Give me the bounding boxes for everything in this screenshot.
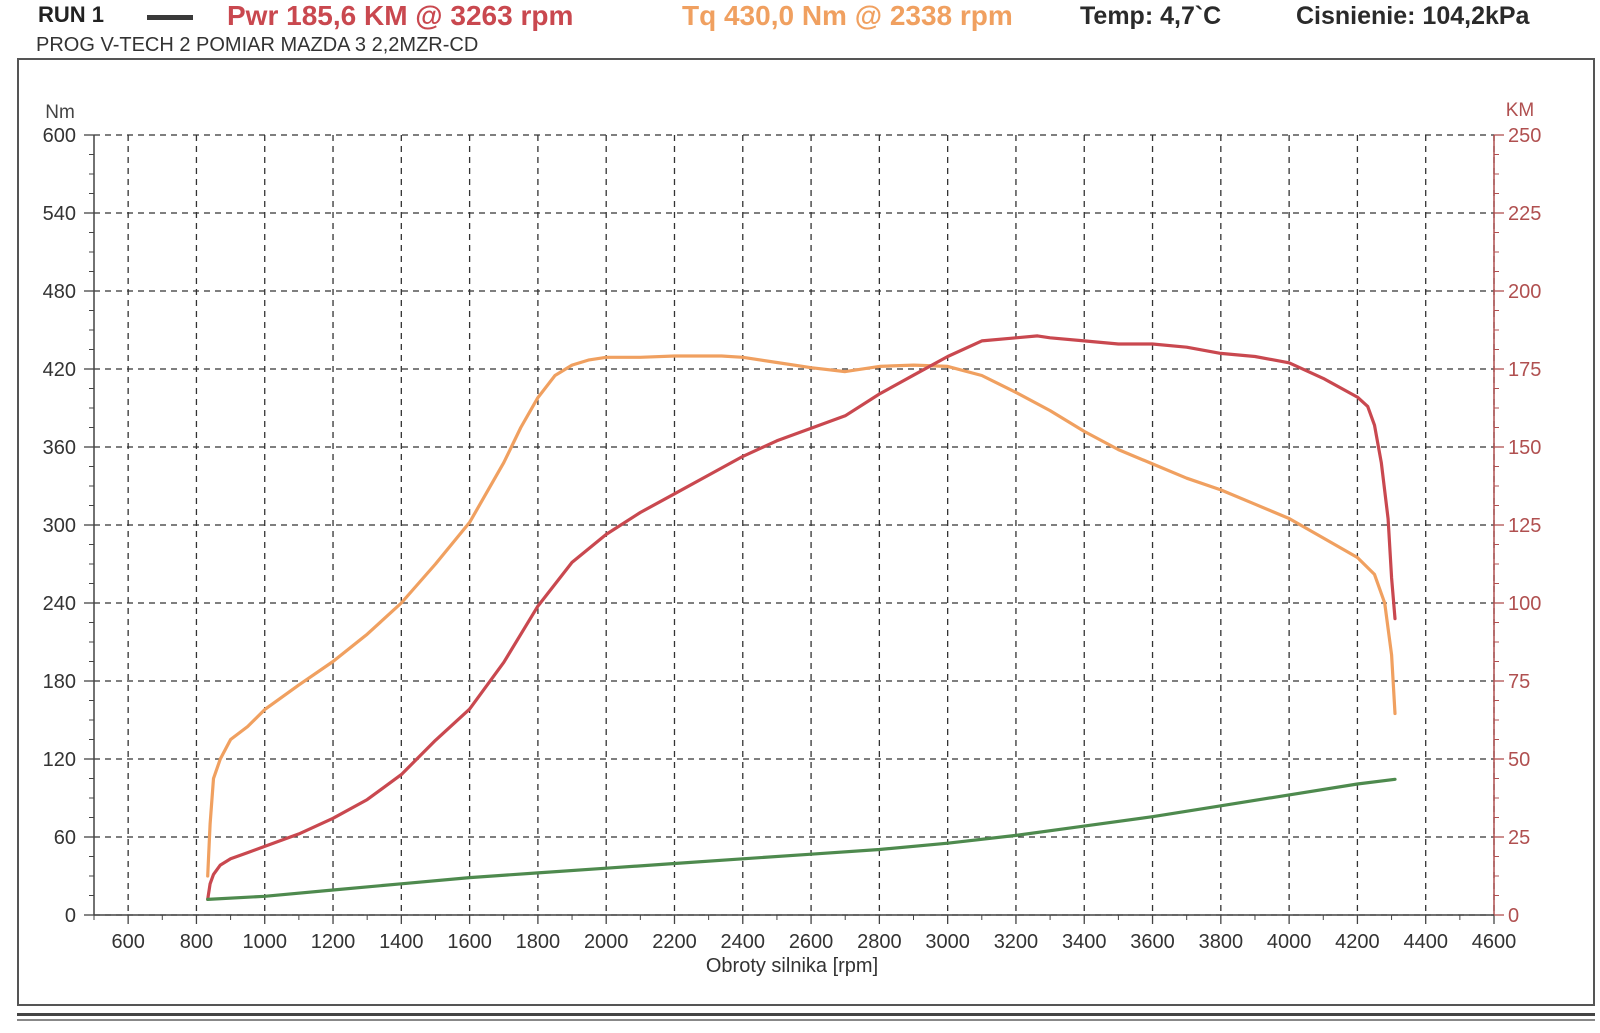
y-right-tick-label-25: 25 <box>1508 827 1530 849</box>
x-tick-label-2600: 2600 <box>789 931 834 953</box>
pressure-readout: Cisnienie: 104,2kPa <box>1296 2 1530 30</box>
x-axis-label: Obroty silnika [rpm] <box>706 955 878 977</box>
y-axis-left-label: Nm <box>45 102 75 123</box>
y-left-tick-label-420: 420 <box>43 359 76 381</box>
y-right-tick-label-175: 175 <box>1508 359 1541 381</box>
x-tick-label-4000: 4000 <box>1267 931 1312 953</box>
x-tick-label-4200: 4200 <box>1335 931 1380 953</box>
run-label: RUN 1 <box>38 2 105 27</box>
torque-summary: Tq 430,0 Nm @ 2338 rpm <box>682 0 1013 31</box>
grid <box>94 134 1495 916</box>
series-line-pwr <box>206 334 1397 902</box>
y-right-tick-label-200: 200 <box>1508 281 1541 303</box>
temperature-readout: Temp: 4,7`C <box>1080 2 1222 30</box>
axes: 600 800 1000 1200 1400 1600 1800 2000 2200 2400 26… <box>43 125 1542 953</box>
y-left-tick-label-600: 600 <box>43 125 76 147</box>
x-tick-label-600: 600 <box>111 931 144 953</box>
y-right-tick-label-0: 0 <box>1508 905 1519 927</box>
x-tick-label-1200: 1200 <box>311 931 356 953</box>
y-right-tick-label-150: 150 <box>1508 437 1541 459</box>
y-right-tick-label-250: 250 <box>1508 125 1541 147</box>
x-tick-label-2000: 2000 <box>584 931 629 953</box>
y-left-tick-label-120: 120 <box>43 749 76 771</box>
y-left-tick-label-300: 300 <box>43 515 76 537</box>
x-tick-label-1800: 1800 <box>516 931 561 953</box>
series <box>206 334 1397 902</box>
bottom-rule-secondary <box>17 1019 1595 1021</box>
y-right-tick-label-125: 125 <box>1508 515 1541 537</box>
y-left-tick-label-360: 360 <box>43 437 76 459</box>
power-summary: Pwr 185,6 KM @ 3263 rpm <box>227 0 574 31</box>
y-left-tick-label-480: 480 <box>43 281 76 303</box>
x-tick-label-3400: 3400 <box>1062 931 1107 953</box>
y-right-tick-label-225: 225 <box>1508 203 1541 225</box>
chart-frame <box>17 58 1595 1006</box>
x-tick-label-4600: 4600 <box>1472 931 1517 953</box>
x-tick-label-3200: 3200 <box>994 931 1039 953</box>
chart-subtitle: PROG V-TECH 2 POMIAR MAZDA 3 2,2MZR-CD <box>36 34 479 56</box>
x-tick-label-3600: 3600 <box>1130 931 1175 953</box>
x-tick-label-3000: 3000 <box>925 931 970 953</box>
y-left-tick-label-180: 180 <box>43 671 76 693</box>
x-tick-label-2400: 2400 <box>721 931 766 953</box>
x-tick-label-4400: 4400 <box>1403 931 1448 953</box>
y-right-tick-label-75: 75 <box>1508 671 1530 693</box>
y-left-tick-label-0: 0 <box>65 905 76 927</box>
bottom-rule <box>17 1013 1595 1016</box>
series-line-straty <box>206 777 1397 902</box>
run-legend-swatch <box>147 15 193 20</box>
y-left-tick-label-240: 240 <box>43 593 76 615</box>
x-tick-label-1600: 1600 <box>447 931 492 953</box>
x-tick-label-3800: 3800 <box>1199 931 1244 953</box>
x-tick-label-800: 800 <box>180 931 213 953</box>
series-line-tq <box>206 354 1397 878</box>
y-left-tick-label-540: 540 <box>43 203 76 225</box>
x-tick-label-1400: 1400 <box>379 931 424 953</box>
x-tick-label-1000: 1000 <box>242 931 287 953</box>
y-axis-right-label: KM <box>1506 100 1535 121</box>
y-left-tick-label-60: 60 <box>54 827 76 849</box>
y-right-tick-label-100: 100 <box>1508 593 1541 615</box>
y-right-tick-label-50: 50 <box>1508 749 1530 771</box>
x-tick-label-2800: 2800 <box>857 931 902 953</box>
x-tick-label-2200: 2200 <box>652 931 697 953</box>
